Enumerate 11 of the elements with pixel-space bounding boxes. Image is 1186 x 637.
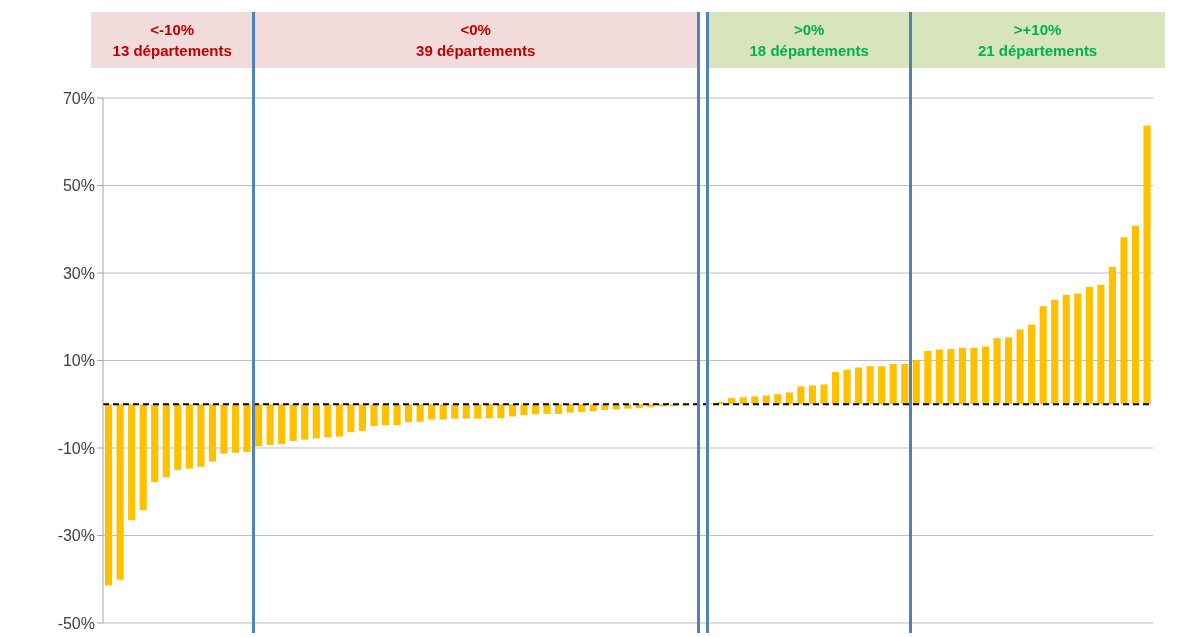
text: >0% 18 départements (749, 20, 869, 61)
y-tick-label: 30% (62, 264, 95, 282)
y-tick-label: -10% (57, 439, 95, 457)
text: >+10% 21 départements (978, 20, 1098, 61)
y-tick-label: 50% (62, 177, 95, 195)
y-tick-label: -30% (57, 527, 95, 545)
y-tick-label: -50% (57, 614, 95, 632)
text: <-10% 13 départements (112, 20, 232, 61)
y-tick-label: 10% (62, 352, 95, 370)
text: <0% 39 départements (416, 20, 536, 61)
y-tick-label: 70% (62, 89, 95, 107)
